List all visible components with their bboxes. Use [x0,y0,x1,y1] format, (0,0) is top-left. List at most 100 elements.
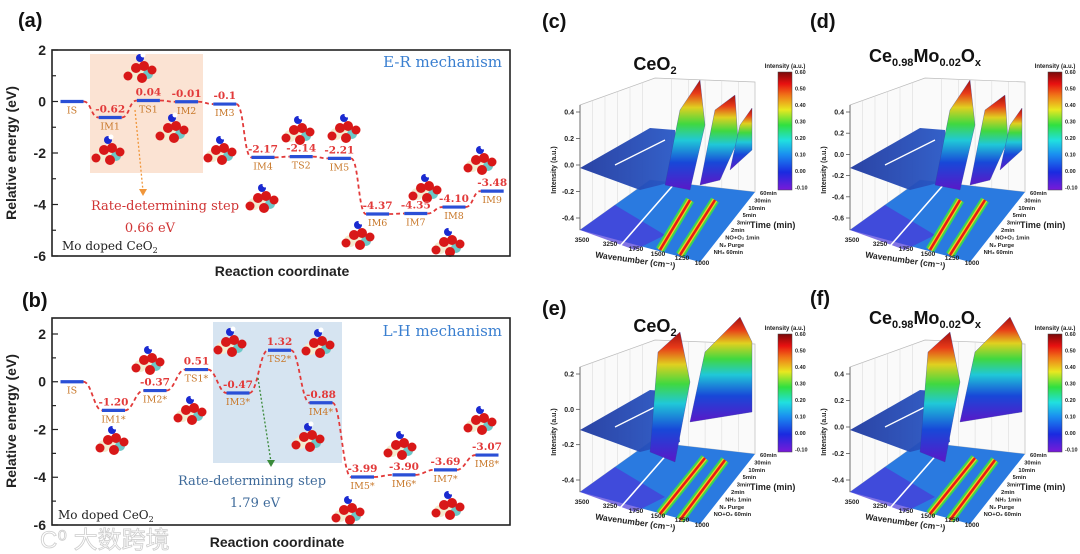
atom-icon [131,63,141,73]
time-tick-label: 60min [1030,453,1047,459]
colorbar-tick-label: 0.00 [795,169,806,175]
panel-label: (d) [810,11,836,33]
state-label: TS1 [139,104,158,115]
atom-icon [327,131,337,141]
floor-peak-core [678,199,717,256]
colorbar-label: Intensity (a.u.) [1035,64,1076,70]
atom-icon [343,121,353,131]
z-axis-label: Intensity (a.u.) [821,408,828,455]
colorbar-tick-label: 0.50 [795,349,806,355]
y-tick-label: -2 [34,145,47,161]
colorbar [1047,333,1063,453]
title-subscript: 0.98 [892,319,913,331]
atom-icon [477,425,487,435]
atom-icon [307,430,317,440]
title-text: Mo [913,308,939,328]
z-tick-label: 0.4 [564,110,574,117]
floor-peak-core [949,459,996,521]
mechanism-title: L-H mechanism [383,322,502,340]
molecule-structure-icon [463,144,497,175]
atom-icon [318,327,324,333]
watermark-logo: C⁰ 大数跨境 [40,527,170,554]
energy-value-label: -0.1 [213,90,236,102]
atom-icon [357,228,367,238]
atom-icon [95,443,105,453]
atom-icon [137,73,147,83]
surface-peak [919,331,961,463]
time-tick-label: 60min [760,191,777,197]
colorbar-label: Intensity (a.u.) [765,326,806,332]
catalyst-label: Mo doped CeO2 [58,508,154,524]
colorbar [777,333,793,453]
state-label: IM1 [100,121,120,132]
atom-icon [407,442,417,452]
x-tick-label: 1000 [965,522,980,529]
x-tick-label: 1750 [899,508,914,515]
time-tick-label: 5min [743,213,757,219]
x-tick-label: 1000 [695,522,710,529]
floor-heatmap-band [580,205,665,250]
x-axis-label: Reaction coordinate [215,263,350,279]
atom-icon [315,434,325,444]
atom-icon [308,421,314,427]
energy-value-label: -2.17 [248,143,278,155]
state-label: TS1* [185,374,209,385]
atom-icon [305,127,315,137]
surface-gap-line [614,139,666,166]
molecule-structure-icon [95,424,129,455]
atom-icon [155,131,165,141]
z-tick-label: -0.4 [832,194,844,201]
atom-icon [181,405,191,415]
atom-icon [487,157,497,167]
catalyst-label-subscript: 2 [153,246,158,255]
time-tick-label: 60min [760,453,777,459]
surface-panel-f: (f) Ce0.98Mo0.02Ox 0.4 0.2 0.0 -0.2 -0.4 Intens… [810,288,1078,533]
atom-icon [348,494,354,500]
atom-icon [471,155,481,165]
atom-icon [408,191,418,201]
atom-icon [291,440,301,450]
atom-icon [261,191,271,201]
y-tick-label: 2 [38,42,46,58]
plot-frame [51,317,511,526]
colorbar-tick-label: -0.10 [795,448,808,454]
atom-icon [169,133,179,143]
x-tick-label: 1500 [651,251,666,258]
colorbar-tick-label: 0.20 [795,398,806,404]
colorbar-label: Intensity (a.u.) [765,64,806,70]
atom-icon [355,240,365,250]
colorbar-tick-label: 0.30 [795,120,806,126]
surface-panel-c: (c) CeO2 0.4 0.2 0.0 -0.2 -0.4 Intensity (a.u.)… [542,11,808,271]
energy-value-label: 1.32 [267,336,293,348]
x-tick-label: 3250 [873,503,888,510]
z-tick-label: 0.0 [834,425,844,432]
z-tick-label: -0.4 [562,216,574,223]
surface-flat-region [850,128,950,190]
floor-gap-line [889,182,946,247]
colorbar-tick-label: 0.20 [795,136,806,142]
molecule-structure-icon [408,172,442,203]
atom-icon [317,336,327,346]
state-label: IM3 [215,108,235,119]
y-tick-label: -4 [34,197,47,213]
colorbar-label: Intensity (a.u.) [1035,326,1076,332]
atom-icon [447,235,457,245]
molecule-structure-icon [131,344,165,375]
catalyst-label: Mo doped CeO2 [62,239,158,255]
floor-peak-core [928,199,962,251]
atom-icon [297,123,307,133]
state-label: IM8* [475,459,500,470]
atom-icon [112,424,118,430]
x-tick-label: 1000 [695,260,710,267]
molecule-structure-icon [91,134,125,165]
colorbar-tick-label: 0.40 [1065,365,1076,371]
z-tick-label: -0.2 [562,442,574,449]
level-connector [83,380,103,412]
z-tick-label: -0.4 [562,478,574,485]
colorbar-tick-label: -0.10 [1065,448,1078,454]
x-tick-label: 1000 [965,260,980,267]
y-tick-label: 0 [38,374,46,390]
floor-peak-core [659,457,706,515]
atom-icon [331,513,341,523]
state-label: IM7 [406,218,426,229]
